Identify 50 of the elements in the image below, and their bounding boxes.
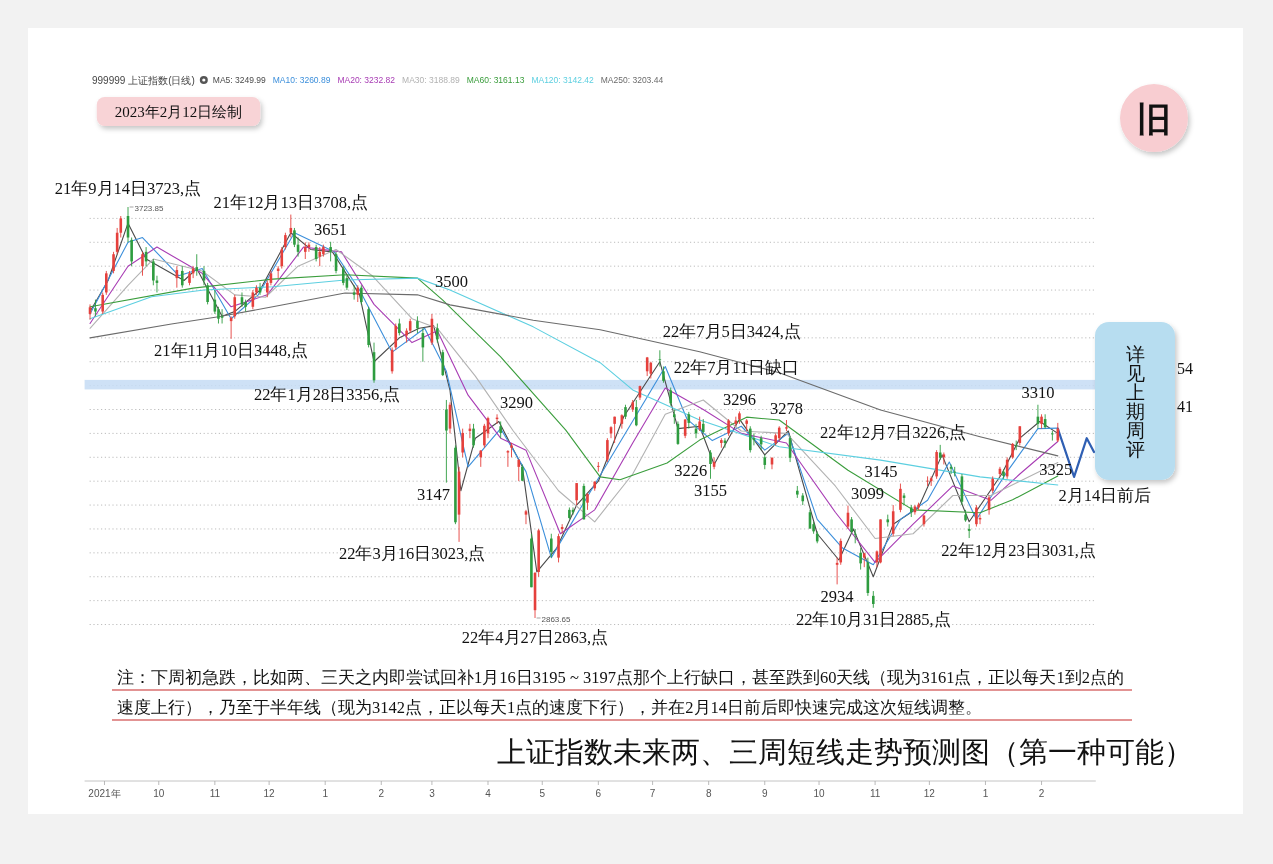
annotation: 3325 (1039, 459, 1073, 479)
annotation: 22年4月27日2863,点 (461, 627, 609, 647)
annotation: 3310 (1021, 383, 1055, 403)
x-tick-label: 10 (813, 787, 826, 799)
x-tick-label: 1 (982, 787, 989, 799)
annotation: 22年12月23日3031,点 (941, 540, 1096, 560)
note: 注：下周初急跌，比如两、三天之内即尝试回补1月16日3195 ~ 3197点那个上行缺口，甚至跌到60天线（现为3161点，正以每天1到2点的速度上行），乃至于半年线（现为3142点，正以每天1点的速度下行），并在2月14日前后即快速完成这次短线调整。 (111, 667, 1133, 721)
x-tick-label: 5 (539, 787, 546, 799)
annotation: 21年9月14日3723,点 (54, 178, 202, 198)
x-tick-label: 8 (705, 787, 712, 799)
text: 上证指数未来两、三周短线走势预测图（第一种可能） (497, 736, 1193, 768)
annotation: 3099 (851, 484, 884, 504)
annotation: 3147 (417, 485, 450, 505)
annotation: 3500 (434, 271, 468, 291)
annotation: 3296 (722, 389, 756, 409)
chart-subtitle: 999999 上证指数(日线) (92, 74, 195, 86)
annotation: 3290 (500, 392, 533, 412)
badge: 旧 (1120, 84, 1188, 152)
annotation: 2月14日前后 (1058, 486, 1152, 506)
annotation: 3651 (314, 220, 348, 240)
annotation: 3155 (694, 481, 727, 501)
annotation: 3278 (770, 398, 803, 418)
x-tick-label: 2021年 (88, 787, 121, 799)
annotation: 22年1月28日3356,点 (253, 385, 401, 405)
x-tick-label: 3 (429, 787, 436, 799)
annotation: 3226 (674, 461, 708, 481)
x-tick-label: 12 (263, 787, 276, 799)
annotation: 22年7月5日3424,点 (662, 321, 801, 341)
x-tick-label: 9 (761, 787, 768, 799)
annotation: 21年11月10日3448,点 (154, 341, 309, 361)
annotation: 2934 (820, 586, 854, 606)
x-tick-label: 11 (209, 787, 221, 799)
x-tick-label: 1 (322, 787, 329, 799)
x-tick-label: 12 (923, 787, 936, 799)
x-tick-label: 4 (485, 787, 492, 799)
text: 54 (1177, 359, 1193, 377)
x-tick-label: 2 (1038, 787, 1045, 799)
stamp: 2023年2月12日绘制 (96, 97, 261, 126)
annotation: 21年12月13日3708,点 (213, 193, 369, 213)
annotation: 22年12月7日3226,点 (820, 423, 967, 443)
annotation: 3145 (864, 462, 898, 482)
x-tick-label: 2 (378, 787, 385, 799)
x-tick-label: 6 (595, 787, 602, 799)
annotation: 22年7月11日缺口 (673, 358, 800, 378)
x-tick-label: 10 (153, 787, 165, 799)
annotation: 22年10月31日2885,点 (796, 610, 951, 630)
x-tick-label: 11 (869, 787, 881, 799)
annotation: 22年3月16日3023,点 (338, 544, 486, 564)
x-tick-label: 7 (649, 787, 656, 799)
text: 41 (1177, 397, 1193, 415)
